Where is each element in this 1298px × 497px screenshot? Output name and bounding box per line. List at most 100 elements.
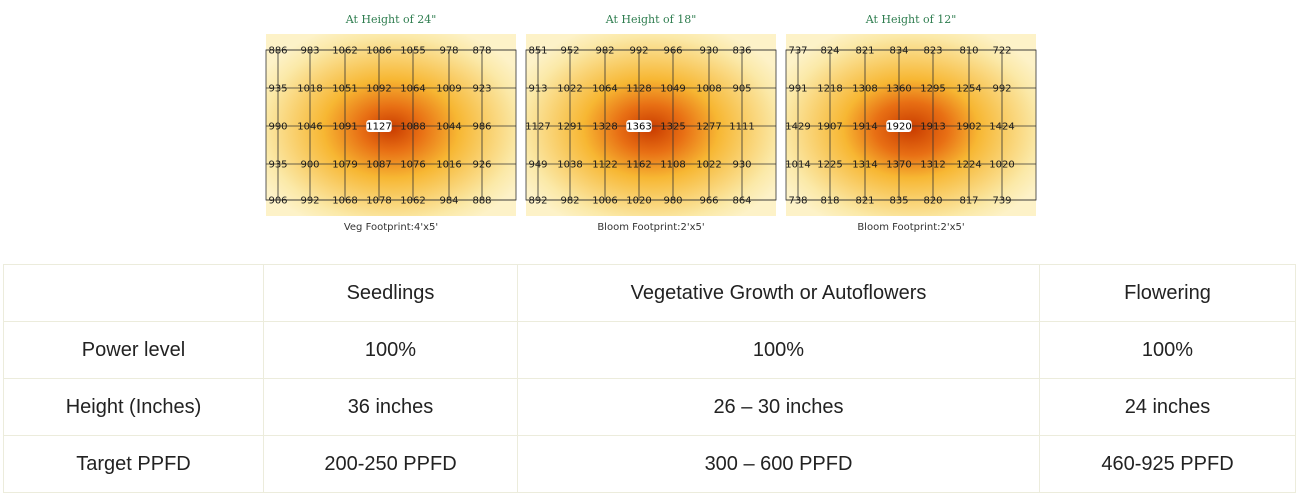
ppfd-value: 1913 [920,122,945,133]
ppfd-value: 905 [732,84,751,95]
ppfd-value: 984 [439,196,458,207]
table-header-cell: Flowering [1039,264,1296,322]
ppfd-value: 992 [629,46,648,57]
ppfd-value: 817 [959,196,978,207]
value-label-bg [626,120,652,132]
ppfd-value: 992 [992,84,1011,95]
ppfd-value: 1429 [785,122,810,133]
map-title: At Height of 18" [605,13,697,26]
ppfd-value: 1044 [436,122,461,133]
ppfd-maps: At Height of 24" 886 983 1062 1086 1055 978 87… [262,0,1040,240]
ppfd-value: 1016 [436,160,461,171]
ppfd-value: 836 [732,46,751,57]
ppfd-value: 823 [923,46,942,57]
ppfd-value: 1049 [660,84,685,95]
map-footer: Veg Footprint:4'x5' [343,222,439,233]
ppfd-value: 980 [663,196,682,207]
ppfd-value: 1907 [817,122,842,133]
ppfd-value: 888 [472,196,491,207]
light-schedule-table: Seedlings Vegetative Growth or Autoflowe… [3,264,1296,493]
ppfd-value: 1018 [297,84,322,95]
ppfd-value: 1076 [400,160,425,171]
ppfd-value: 1295 [920,84,945,95]
ppfd-value: 935 [268,84,287,95]
ppfd-value: 1127 [525,122,550,133]
ppfd-value: 1128 [626,84,651,95]
ppfd-value: 935 [268,160,287,171]
ppfd-map-18: At Height of 18" 851 952 982 992 966 930 836 91… [522,0,780,240]
table-cell: 200-250 PPFD [263,435,518,493]
ppfd-value: 1062 [400,196,425,207]
ppfd-value: 982 [560,196,579,207]
row-label: Target PPFD [3,435,264,493]
ppfd-value: 926 [472,160,491,171]
ppfd-value: 878 [472,46,491,57]
ppfd-value: 1111 [729,122,754,133]
ppfd-value: 986 [472,122,491,133]
map-title: At Height of 24" [345,13,437,26]
ppfd-value: 952 [560,46,579,57]
value-label-bg [886,120,912,132]
ppfd-map-12: At Height of 12" 737 824 821 834 823 810 722 99… [782,0,1040,240]
ppfd-value: 1014 [785,160,810,171]
ppfd-value: 1046 [297,122,322,133]
ppfd-value: 1020 [626,196,651,207]
table-cell: 460-925 PPFD [1039,435,1296,493]
ppfd-value: 991 [788,84,807,95]
table-cell: 36 inches [263,378,518,436]
ppfd-value: 1038 [557,160,582,171]
ppfd-value: 1314 [852,160,877,171]
ppfd-value: 1277 [696,122,721,133]
value-label-bg [366,120,392,132]
ppfd-value: 1370 [886,160,911,171]
table-cell: 100% [263,321,518,379]
ppfd-value: 1254 [956,84,981,95]
ppfd-value: 982 [595,46,614,57]
table-cell: 100% [517,321,1040,379]
ppfd-value: 1062 [332,46,357,57]
ppfd-value: 990 [268,122,287,133]
ppfd-value: 722 [992,46,1011,57]
ppfd-value: 930 [732,160,751,171]
ppfd-value: 1064 [592,84,617,95]
ppfd-value: 824 [820,46,839,57]
ppfd-value: 1068 [332,196,357,207]
ppfd-value: 1092 [366,84,391,95]
ppfd-value: 864 [732,196,751,207]
ppfd-value: 1914 [852,122,877,133]
ppfd-value: 1022 [696,160,721,171]
ppfd-value: 1308 [852,84,877,95]
ppfd-value: 737 [788,46,807,57]
ppfd-value: 983 [300,46,319,57]
ppfd-value: 913 [528,84,547,95]
ppfd-value: 818 [820,196,839,207]
row-label: Power level [3,321,264,379]
ppfd-value: 1363 [626,122,651,133]
ppfd-map-24: At Height of 24" 886 983 1062 1086 1055 978 87… [262,0,520,240]
ppfd-value: 900 [300,160,319,171]
ppfd-value: 906 [268,196,287,207]
table-cell: 26 – 30 inches [517,378,1040,436]
ppfd-value: 739 [992,196,1011,207]
ppfd-value: 1162 [626,160,651,171]
ppfd-value: 1108 [660,160,685,171]
ppfd-value: 1325 [660,122,685,133]
ppfd-value: 966 [663,46,682,57]
map-footer: Bloom Footprint:2'x5' [857,222,965,233]
ppfd-value: 1008 [696,84,721,95]
ppfd-value: 1079 [332,160,357,171]
ppfd-value: 1328 [592,122,617,133]
ppfd-value: 821 [855,46,874,57]
ppfd-value: 1009 [436,84,461,95]
table-header-cell: Seedlings [263,264,518,322]
ppfd-grid: 737 824 821 834 823 810 722 991 1218 1308 1360 1295… [785,34,1037,216]
ppfd-grid: 851 952 982 992 966 930 836 913 1022 1064 1128 1049… [525,34,777,216]
ppfd-value: 1122 [592,160,617,171]
table-row: Height (Inches) 36 inches 26 – 30 inches… [3,378,1296,436]
ppfd-value: 738 [788,196,807,207]
ppfd-value: 1088 [400,122,425,133]
table-cell: 300 – 600 PPFD [517,435,1040,493]
ppfd-value: 821 [855,196,874,207]
ppfd-value: 1291 [557,122,582,133]
table-header-cell: Vegetative Growth or Autoflowers [517,264,1040,322]
